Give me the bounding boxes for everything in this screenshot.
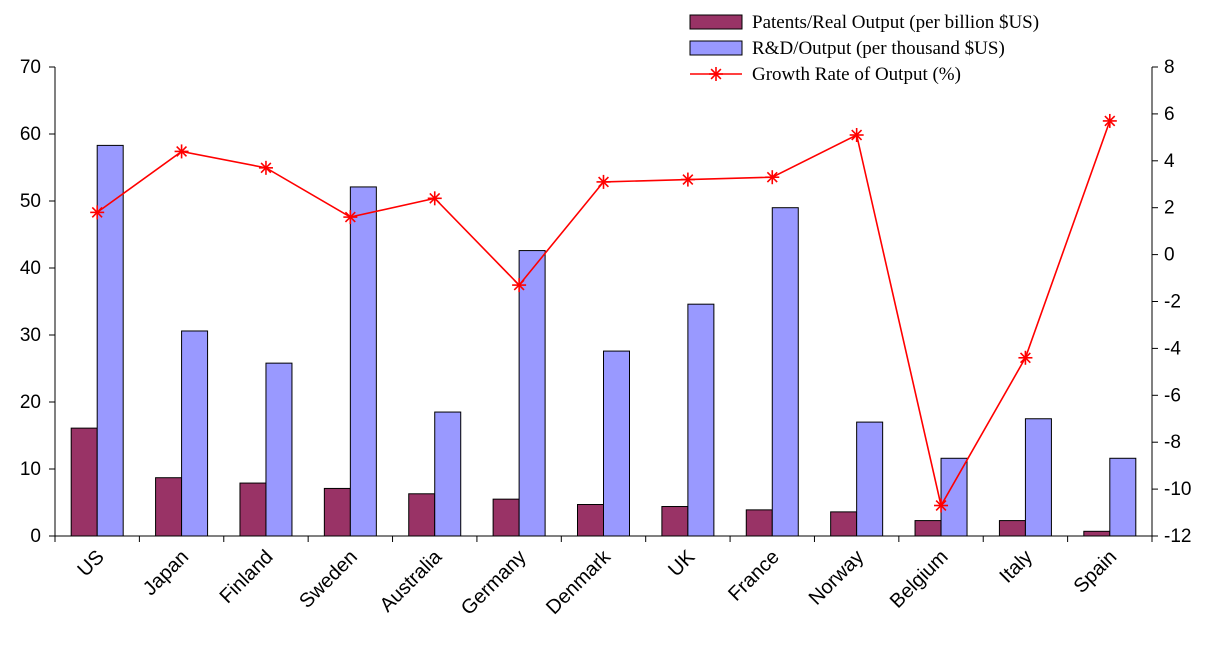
x-tick-label-spain: Spain bbox=[1070, 546, 1122, 598]
right-tick-label: 2 bbox=[1164, 198, 1175, 219]
x-tick-label-norway: Norway bbox=[805, 546, 868, 609]
bar-patents-real-italy bbox=[998, 520, 1026, 537]
x-tick-label-finland: Finland bbox=[216, 546, 278, 608]
growth-rate-marker-belgium bbox=[934, 498, 949, 513]
x-tick-label-italy: Italy bbox=[995, 546, 1036, 587]
bar-patents-real-denmark bbox=[577, 504, 604, 537]
growth-rate-marker-germany bbox=[512, 278, 527, 293]
right-tick-label: -8 bbox=[1164, 432, 1181, 453]
x-tick-label-germany: Germany bbox=[457, 546, 531, 620]
bar-r-d-output-japan bbox=[181, 330, 209, 537]
bar-patents-real-norway bbox=[830, 511, 858, 537]
bar-r-d-output-australia bbox=[434, 411, 462, 537]
bar-patents-real-japan bbox=[155, 477, 183, 537]
bar-patents-real-us bbox=[70, 427, 98, 537]
growth-rate-marker-spain bbox=[1102, 113, 1117, 128]
left-tick-label: 50 bbox=[20, 191, 41, 212]
right-tick-label: 6 bbox=[1164, 104, 1175, 125]
growth-rate-marker-denmark bbox=[596, 174, 611, 189]
bars bbox=[70, 144, 1137, 537]
x-tick-label-france: France bbox=[724, 546, 784, 606]
growth-rate-marker-us bbox=[90, 205, 105, 220]
bar-r-d-output-italy bbox=[1024, 418, 1052, 537]
bar-r-d-output-sweden bbox=[349, 186, 377, 537]
x-tick-label-japan: Japan bbox=[139, 546, 193, 600]
left-tick-label: 20 bbox=[20, 392, 41, 413]
growth-rate-marker-finland bbox=[258, 160, 273, 175]
bar-r-d-output-france bbox=[771, 207, 799, 537]
right-tick-label: 4 bbox=[1164, 151, 1175, 172]
bar-r-d-output-finland bbox=[265, 362, 293, 537]
left-tick-label: 70 bbox=[20, 57, 41, 78]
bar-r-d-output-norway bbox=[856, 421, 884, 537]
left-tick-label: 10 bbox=[20, 459, 41, 480]
growth-rate-marker-france bbox=[765, 170, 780, 185]
bar-patents-real-belgium bbox=[914, 520, 942, 537]
x-tick-label-belgium: Belgium bbox=[886, 546, 953, 613]
legend-item-patents-real: Patents/Real Output (per billion $US) bbox=[689, 12, 1039, 33]
legend-label: Patents/Real Output (per billion $US) bbox=[752, 12, 1039, 33]
x-tick-label-uk: UK bbox=[664, 546, 700, 582]
bar-patents-real-germany bbox=[492, 498, 520, 537]
legend-label: Growth Rate of Output (%) bbox=[752, 64, 961, 85]
growth-rate-marker-norway bbox=[849, 128, 864, 143]
bar-r-d-output-us bbox=[96, 144, 124, 537]
bar-patents-real-sweden bbox=[323, 487, 351, 537]
bar-patents-real-uk bbox=[661, 506, 689, 537]
bar-patents-real-spain bbox=[1083, 530, 1111, 537]
bar-r-d-output-spain bbox=[1109, 457, 1137, 537]
legend-swatch bbox=[689, 14, 743, 30]
right-tick-label: -12 bbox=[1164, 526, 1191, 547]
right-tick-label: 0 bbox=[1164, 245, 1175, 266]
bar-patents-real-australia bbox=[408, 493, 436, 537]
growth-rate-marker-italy bbox=[1018, 350, 1033, 365]
growth-rate-marker-japan bbox=[174, 144, 189, 159]
growth-rate-marker-sweden bbox=[343, 210, 358, 225]
x-tick-label-us: US bbox=[74, 546, 109, 581]
growth-rate-marker-uk bbox=[680, 172, 695, 187]
right-tick-label: -4 bbox=[1164, 338, 1181, 359]
x-tick-label-denmark: Denmark bbox=[542, 545, 616, 619]
right-tick-label: -6 bbox=[1164, 385, 1181, 406]
legend: Patents/Real Output (per billion $US) R&D… bbox=[689, 12, 1039, 85]
bar-r-d-output-uk bbox=[687, 303, 715, 537]
legend-label: R&D/Output (per thousand $US) bbox=[752, 38, 1005, 59]
legend-item-growth: Growth Rate of Output (%) bbox=[690, 64, 961, 85]
right-tick-label: -2 bbox=[1164, 292, 1181, 313]
x-tick-label-australia: Australia bbox=[376, 545, 447, 616]
legend-swatch bbox=[689, 40, 743, 56]
right-tick-label: 8 bbox=[1164, 57, 1175, 78]
growth-rate-marker-australia bbox=[427, 191, 442, 206]
left-tick-label: 60 bbox=[20, 124, 41, 145]
left-tick-label: 40 bbox=[20, 258, 41, 279]
line-series bbox=[90, 113, 1117, 513]
x-tick-label-sweden: Sweden bbox=[295, 546, 362, 613]
bar-patents-real-finland bbox=[239, 482, 267, 537]
bar-r-d-output-germany bbox=[518, 250, 546, 537]
bar-patents-real-france bbox=[745, 509, 773, 537]
bar-r-d-output-denmark bbox=[603, 350, 630, 537]
left-tick-label: 30 bbox=[20, 325, 41, 346]
legend-item-r-d-output: R&D/Output (per thousand $US) bbox=[689, 38, 1005, 59]
left-tick-label: 0 bbox=[30, 526, 41, 547]
right-tick-label: -10 bbox=[1164, 479, 1191, 500]
